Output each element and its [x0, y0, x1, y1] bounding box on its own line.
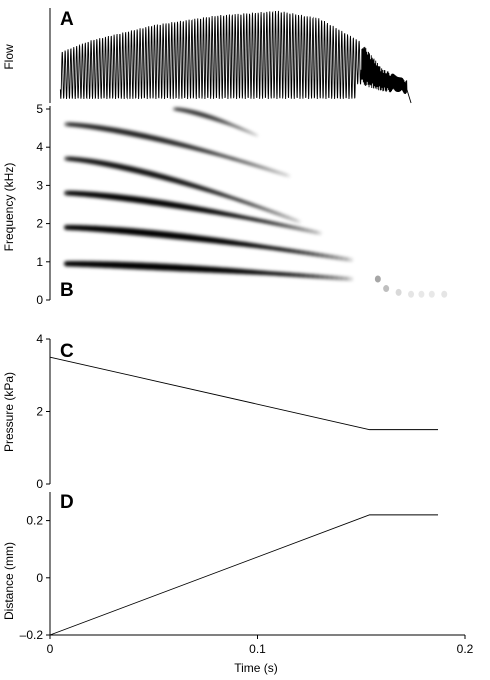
panel-b-letter: B: [60, 280, 74, 301]
panel-d-y-tick-label: 0.2: [26, 514, 43, 528]
pressure-line: [49, 356, 439, 431]
panel-d-letter: D: [60, 492, 74, 513]
panel-a: Flow A: [2, 8, 412, 104]
panel-c: Pressure (kPa) 0 2 4 C: [2, 332, 439, 491]
panel-b-y-tick-label: 4: [36, 140, 43, 154]
flow-trace: [59, 10, 412, 104]
panel-d-x-tick-label: 0.2: [457, 642, 474, 656]
panel-d-y-tick-label: 0: [36, 571, 43, 585]
panel-c-y-tick-label: 4: [36, 332, 43, 346]
panel-d: Distance (mm) –0.200.20 0.1 0.2 D Time (s): [2, 492, 474, 675]
panel-b-y-tick-label: 0: [36, 293, 43, 307]
panel-b: Frequency (kHz) 0 1 2 3 4 5 B: [2, 102, 448, 307]
panel-b-ticks: 0 1 2 3 4 5: [36, 102, 50, 307]
panel-d-ylabel: Distance (mm): [2, 542, 16, 620]
panel-d-xlabel: Time (s): [234, 661, 278, 675]
spectrogram-tail-blob: [374, 275, 381, 283]
harmonic-6-segment: [254, 133, 259, 138]
panel-b-y-tick-label: 2: [36, 217, 43, 231]
panel-d-x-tick-label: 0.1: [249, 642, 266, 656]
panel-b-y-tick-label: 5: [36, 102, 43, 116]
panel-d-ticks: –0.200.20 0.1 0.2: [20, 514, 474, 656]
panel-a-ylabel: Flow: [2, 44, 16, 70]
spectrogram-tail-blob: [383, 285, 390, 293]
harmonic-3-segment: [313, 230, 322, 235]
panel-b-ylabel: Frequency (kHz): [2, 163, 16, 252]
spectrogram-tail-blob: [428, 290, 435, 298]
panel-c-ticks: 0 2 4: [36, 332, 50, 491]
spectrogram-tail-blob: [395, 288, 402, 296]
flow-wave: [59, 10, 412, 104]
panel-b-y-tick-label: 1: [36, 255, 43, 269]
spectrogram-tail-blob: [418, 290, 425, 298]
panel-a-letter: A: [60, 9, 74, 30]
panel-c-y-tick-label: 2: [36, 405, 43, 419]
harmonic-5-segment: [283, 173, 291, 178]
harmonic-4-segment: [293, 218, 301, 224]
panel-c-y-tick-label: 0: [36, 477, 43, 491]
panel-b-y-tick-label: 3: [36, 178, 43, 192]
panel-c-letter: C: [60, 341, 74, 362]
spectrogram-tail-blob: [408, 290, 415, 298]
spectrogram: [63, 107, 353, 281]
panel-d-x-tick-label: 0: [47, 642, 54, 656]
spectrogram-tail-blob: [441, 290, 448, 298]
harmonic-2-segment: [344, 257, 353, 262]
distance-line: [49, 514, 439, 636]
panel-c-ylabel: Pressure (kPa): [2, 372, 16, 452]
spectrogram-tail: [374, 275, 448, 298]
panel-d-y-tick-label: –0.2: [20, 628, 44, 642]
